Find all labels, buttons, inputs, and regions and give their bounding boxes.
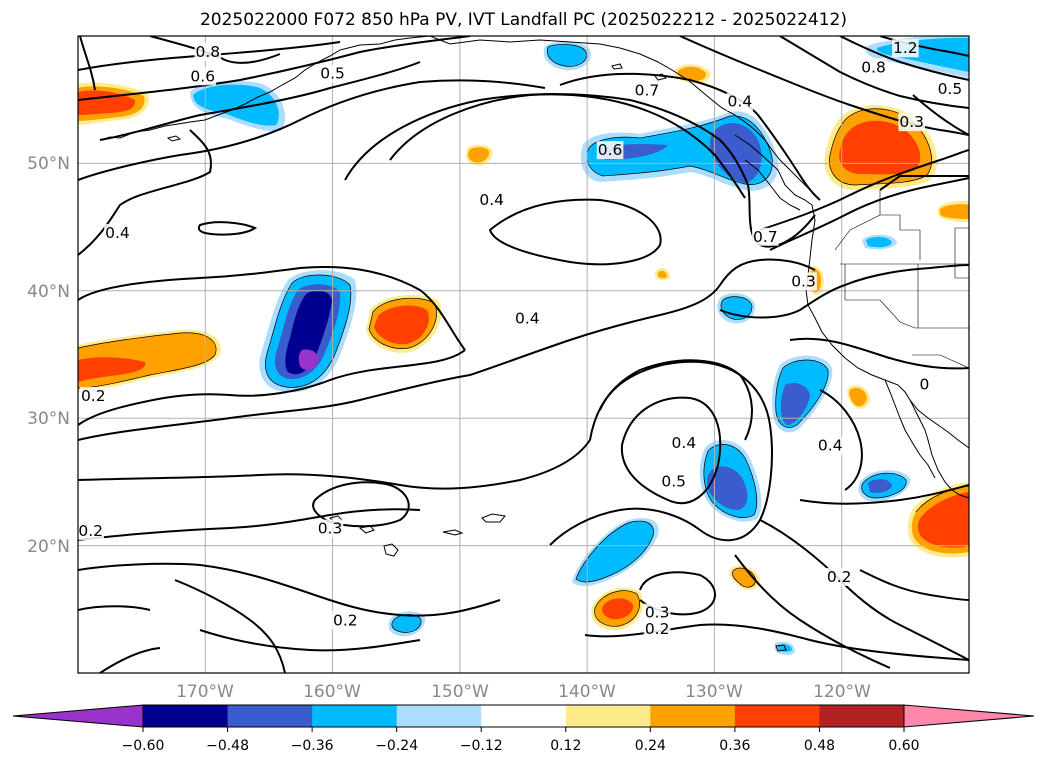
colorbar-tick-label: −0.60 [122, 738, 165, 754]
contour-label-bg [596, 141, 624, 160]
contour-label-bg [860, 58, 887, 77]
colorbar-cell [819, 705, 905, 727]
lon-tick-label: 160°W [303, 682, 361, 702]
map-title: 2025022000 F072 850 hPa PV, IVT Landfall… [199, 10, 847, 30]
lon-tick-label: 120°W [813, 682, 871, 702]
contour-label-bg [513, 309, 541, 328]
colorbar-cell [565, 705, 651, 727]
lat-tick-label: 30°N [27, 409, 70, 429]
contour-label-bg [79, 387, 107, 406]
contour-label: 0.2 [78, 522, 103, 540]
contour-label-bg [478, 190, 506, 209]
contour-label: 0.4 [515, 309, 540, 327]
colorbar-tick-label: 0.36 [719, 738, 750, 754]
contour-label-bg [78, 522, 105, 541]
contour-label-bg [936, 80, 964, 99]
contour-label: 0.6 [190, 67, 215, 85]
contour-label-bg [633, 81, 661, 100]
contour-label-bg [319, 64, 346, 83]
colorbar-cell [227, 705, 313, 727]
contour-label: 0.3 [791, 272, 816, 290]
contour-label-bg [189, 67, 217, 86]
colorbar-tick-label: −0.36 [291, 738, 334, 754]
gridlines [78, 36, 969, 673]
contour-label-bg [194, 43, 222, 62]
contour-label: 0.7 [753, 228, 778, 246]
lat-tick-label: 20°N [27, 537, 70, 557]
contour-label-bg [643, 603, 671, 622]
contour-label-bg [816, 436, 844, 455]
contour-label-bg [752, 227, 779, 246]
colorbar-cell [481, 705, 567, 727]
contour-label: 0.8 [861, 58, 886, 76]
contour-label-bg [825, 567, 853, 586]
contour-label: 0.3 [645, 604, 670, 622]
contour-label: 0.4 [105, 224, 130, 242]
lon-tick-label: 150°W [431, 682, 489, 702]
contour-label: 0.6 [598, 141, 623, 159]
map-frame [77, 35, 970, 674]
contour-label-bg [892, 39, 919, 58]
colorbar-tick-label: −0.48 [206, 738, 249, 754]
contour-label: 0.2 [645, 620, 670, 638]
colorbar-tick-label: 0.48 [804, 738, 835, 754]
colorbar-under-arrow [13, 705, 143, 727]
latitude-labels: 50°N 40°N 30°N 20°N [27, 154, 70, 557]
colorbar-cell [396, 705, 482, 727]
contour-label-bg [726, 92, 754, 111]
lat-tick-label: 40°N [27, 282, 70, 302]
contour-labels: 0.80.6 0.50.70.60.41.20.80.50.30.40.70.30… [78, 39, 964, 639]
colorbar-over-arrow [904, 705, 1034, 727]
colorbar-tick-label: 0.60 [888, 738, 919, 754]
contour-label: 0.5 [320, 65, 345, 83]
lon-tick-label: 130°W [685, 682, 743, 702]
contour-label-bg [790, 272, 817, 291]
contour-label: 0.2 [81, 387, 106, 405]
contour-label: 0.2 [333, 611, 358, 629]
colorbar-tick-label: 0.24 [635, 738, 666, 754]
lon-tick-label: 170°W [176, 682, 234, 702]
contour-label: 0.5 [661, 472, 686, 490]
contour-label: 0.7 [635, 81, 660, 99]
contour-label: 0.3 [318, 520, 343, 538]
lat-tick-label: 50°N [27, 154, 70, 174]
contour-label: 0 [920, 376, 930, 394]
contour-label-bg [643, 620, 671, 639]
contour-label-bg [670, 434, 698, 453]
colorbar: −0.60 −0.48 −0.36 −0.24 −0.12 0.12 0.24 0.36 0.4… [12, 704, 1035, 754]
contour-label-bg [316, 519, 344, 538]
contour-label-bg [898, 113, 926, 132]
colorbar-cell [143, 705, 229, 727]
lon-tick-label: 140°W [558, 682, 616, 702]
pv-contours [78, 36, 969, 673]
contour-label: 0.3 [899, 113, 924, 131]
longitude-labels: 170°W 160°W 150°W 140°W 130°W 120°W [176, 682, 871, 702]
contour-label-bg [660, 472, 688, 491]
colorbar-cell [312, 705, 398, 727]
contour-label: 0.4 [672, 434, 697, 452]
map-area: 0.80.6 0.50.70.60.41.20.80.50.30.40.70.30… [78, 36, 969, 673]
contour-label: 0.4 [728, 93, 753, 111]
contour-label: 0.8 [196, 43, 221, 61]
contour-label: 0.2 [827, 568, 852, 586]
contour-label-bg [104, 223, 131, 242]
colorbar-tick-label: −0.24 [375, 738, 418, 754]
colorbar-cell [650, 705, 736, 727]
contour-label: 0.4 [479, 191, 504, 209]
contour-label: 0.5 [938, 80, 963, 98]
shading-layer [78, 36, 969, 655]
colorbar-cell [734, 705, 820, 727]
colorbar-tick-label: −0.12 [460, 738, 503, 754]
contour-label: 0.4 [818, 437, 843, 455]
contour-label-bg [918, 375, 931, 394]
contour-label: 1.2 [893, 39, 918, 57]
colorbar-tick-label: 0.12 [550, 738, 581, 754]
contour-label-bg [331, 611, 359, 630]
